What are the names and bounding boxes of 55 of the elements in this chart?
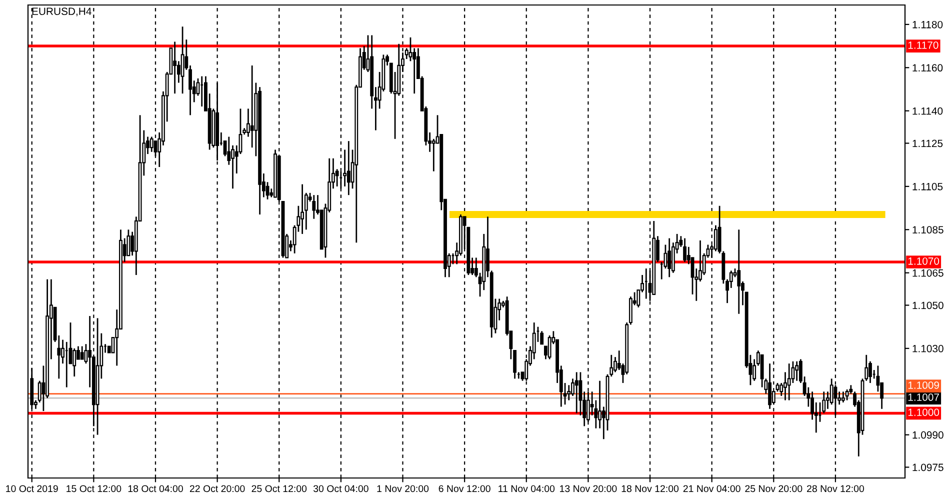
x-tick-label: 11 Nov 04:00	[498, 485, 555, 492]
candlestick	[432, 138, 436, 172]
candlestick	[250, 64, 254, 148]
y-tick-label: 1.1050	[912, 302, 944, 310]
ref-line-label: 1.1009	[908, 382, 939, 389]
ref-line-label: 1.1007	[908, 394, 939, 401]
candlestick	[668, 238, 672, 278]
x-tick-label: 21 Nov 04:00	[683, 485, 740, 492]
candlestick	[841, 390, 845, 404]
candlestick	[737, 228, 741, 315]
y-tick-label: 1.1140	[912, 107, 943, 115]
y-tick-label: 1.0990	[912, 431, 944, 439]
candlestick	[80, 346, 84, 360]
candlestick	[300, 184, 304, 235]
x-tick-label: 30 Oct 04:00	[313, 485, 368, 492]
candlestick	[312, 194, 316, 220]
ref-line-label: 1.1170	[908, 41, 938, 49]
x-tick-label: 25 Oct 12:00	[252, 485, 307, 492]
candlestick	[343, 149, 347, 188]
candlestick	[845, 388, 849, 401]
candlestick	[787, 362, 791, 401]
x-tick-label: 6 Nov 12:00	[438, 485, 490, 492]
x-tick-label: 25 Nov 20:00	[745, 485, 802, 492]
ref-line-label: 1.1070	[908, 257, 940, 265]
candlestick	[513, 350, 517, 380]
y-tick-label: 1.0975	[912, 464, 944, 472]
y-tick-label: 1.1125	[912, 140, 943, 148]
chart-title: EURUSD,H4	[32, 8, 92, 16]
x-tick-label: 10 Oct 2019	[6, 485, 58, 492]
y-tick-label: 1.1065	[912, 269, 944, 277]
y-tick-label: 1.1160	[912, 64, 943, 72]
candlestick	[346, 140, 350, 196]
y-tick-label: 1.1105	[912, 182, 943, 190]
candlestick	[683, 238, 686, 263]
candlestick	[567, 384, 571, 401]
x-tick-label: 13 Nov 20:00	[560, 485, 617, 492]
x-tick-label: 1 Nov 20:00	[377, 485, 429, 492]
x-tick-label: 28 Nov 12:00	[807, 485, 864, 492]
x-tick-label: 18 Nov 12:00	[622, 485, 679, 492]
x-tick-label: 18 Oct 04:00	[128, 485, 183, 492]
candlestick	[180, 26, 184, 94]
candlestick	[72, 348, 76, 378]
candlestick	[548, 334, 552, 360]
y-tick-label: 1.1085	[912, 226, 944, 234]
candlestick	[795, 360, 799, 382]
y-tick-label: 1.1180	[912, 20, 943, 28]
candlestick	[150, 136, 154, 153]
candlestick	[574, 371, 578, 414]
y-tick-label: 1.1030	[912, 344, 944, 352]
candlestick	[408, 36, 412, 62]
ref-line-label: 1.1000	[908, 408, 940, 416]
candlestick	[173, 41, 177, 94]
x-tick-label: 22 Oct 20:00	[190, 485, 245, 492]
x-tick-label: 15 Oct 12:00	[66, 485, 122, 492]
candlestick	[540, 330, 544, 345]
